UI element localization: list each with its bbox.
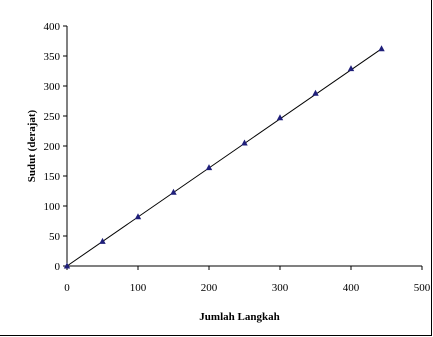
y-tick-label: 400 (44, 21, 61, 33)
x-ticks: 0 100 200 300 400 500 (64, 266, 431, 294)
y-tick-label: 0 (55, 261, 61, 273)
data-point (312, 89, 319, 96)
x-tick-label: 0 (64, 282, 70, 294)
data-point (241, 139, 248, 146)
x-tick-label: 300 (272, 282, 289, 294)
y-tick-label: 200 (44, 141, 61, 153)
x-tick-label: 200 (201, 282, 218, 294)
data-point (134, 213, 142, 220)
y-tick-label: 150 (44, 171, 61, 183)
x-axis-title: Jumlah Langkah (199, 311, 279, 323)
data-points (63, 45, 385, 269)
y-ticks: 0 50 100 150 200 250 300 350 400 (44, 21, 67, 273)
x-tick-label: 100 (130, 282, 147, 294)
data-point (99, 237, 106, 244)
data-point (276, 114, 284, 121)
y-axis-title: Sudut (derajat) (26, 109, 38, 182)
y-tick-label: 300 (44, 81, 61, 93)
y-tick-label: 250 (44, 111, 61, 123)
trendline (66, 48, 382, 267)
y-tick-label: 50 (49, 231, 61, 243)
y-tick-label: 350 (44, 51, 61, 63)
data-point (205, 164, 213, 171)
y-tick-label: 100 (44, 201, 61, 213)
data-point (170, 188, 177, 195)
data-point (63, 262, 71, 269)
x-tick-label: 500 (414, 282, 431, 294)
x-tick-label: 400 (343, 282, 360, 294)
axes (66, 26, 422, 267)
data-point (347, 65, 355, 72)
data-point (378, 45, 385, 52)
